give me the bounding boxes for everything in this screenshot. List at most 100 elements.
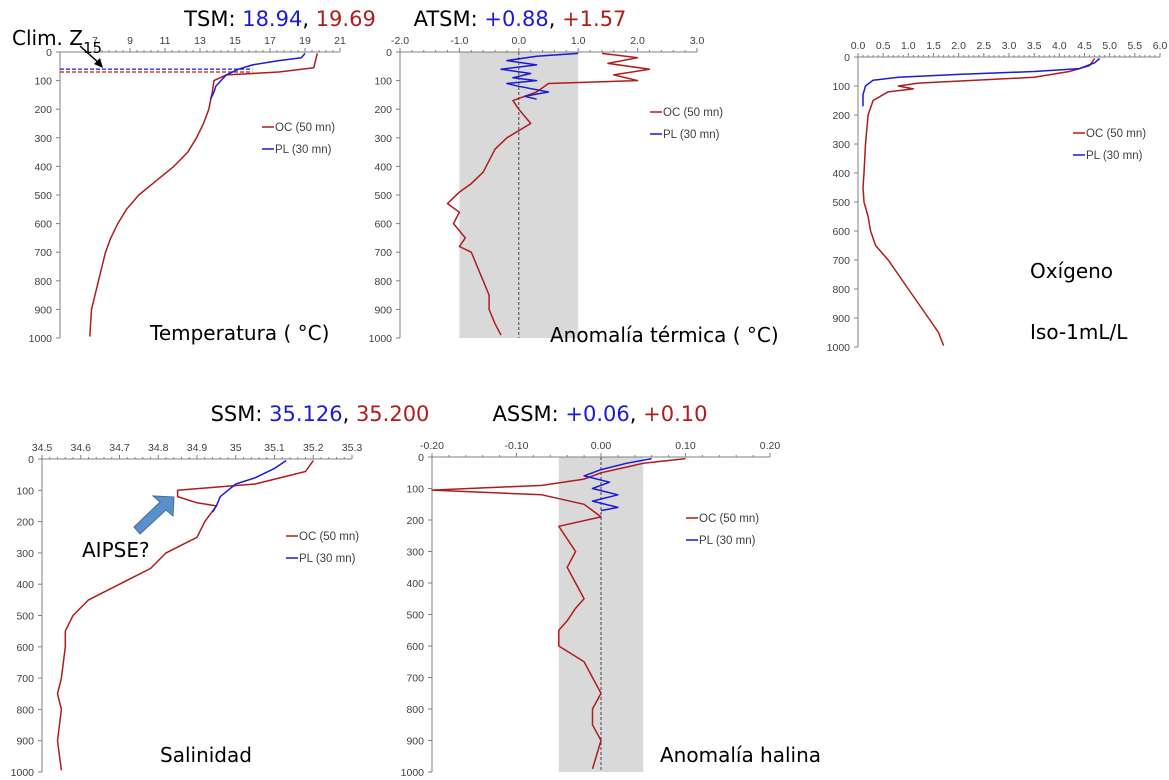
series-oc (446, 52, 651, 336)
x-tick-label: 2.5 (977, 40, 992, 52)
title-part: +0.10 (643, 402, 707, 426)
y-tick-label: 100 (16, 485, 34, 497)
title-part: +0.88 (484, 7, 548, 31)
x-tick-label: 34.5 (32, 442, 53, 454)
x-tick-label: 9 (127, 35, 133, 47)
x-tick-label: 1.5 (926, 40, 941, 52)
y-tick-label: 400 (832, 168, 850, 180)
x-tick-label: 2.0 (630, 35, 645, 47)
y-tick-label: 200 (374, 104, 392, 116)
x-tick-label: 3.5 (1027, 40, 1042, 52)
x-tick-label: 1.0 (901, 40, 916, 52)
y-tick-label: 400 (374, 161, 392, 173)
panel-anomalia_halina: -0.20 -0.10 0.00 0.10 0.20 0 100 200 300 400 500 60… (401, 402, 821, 779)
x-tick-label: 17 (264, 35, 276, 47)
x-tick-label: 11 (160, 35, 171, 47)
y-tick-label: 600 (832, 226, 850, 238)
y-tick-label: 0 (46, 47, 52, 59)
y-tick-label: 400 (16, 579, 34, 591)
y-tick-label: 700 (406, 673, 424, 685)
x-tick-label: 1.0 (571, 35, 586, 47)
x-tick-label: 5.0 (1102, 40, 1117, 52)
x-tick-label: 0.10 (675, 440, 696, 452)
x-tick-label: 3.0 (690, 35, 705, 47)
legend-label-pl: PL (30 mn) (299, 553, 356, 565)
y-tick-label: 900 (16, 736, 34, 748)
panel-label: Salinidad (160, 743, 252, 767)
x-tick-label: 34.9 (187, 442, 208, 454)
x-tick-label: -2.0 (391, 35, 409, 47)
x-tick-label: 3.0 (1002, 40, 1017, 52)
title-part: ASSM: (493, 402, 566, 426)
panel-label: Temperatura ( °C) (149, 321, 329, 345)
y-tick-label: 0 (418, 452, 424, 464)
y-tick-label: 200 (34, 104, 52, 116)
y-tick-label: 100 (34, 76, 52, 88)
y-tick-label: 700 (34, 247, 52, 259)
title-part: 35.200 (356, 402, 429, 426)
series-oc (431, 457, 686, 770)
y-tick-label: 0 (386, 47, 392, 59)
y-tick-label: 800 (832, 284, 850, 296)
title-part: , (343, 402, 356, 426)
y-tick-label: 100 (832, 81, 850, 93)
panel-temperatura: 7 9 11 13 15 17 19 21 0 100 200 300 400 500 600 700 800 9… (29, 7, 376, 345)
x-tick-label: -0.10 (505, 440, 529, 452)
y-tick-label: 700 (832, 255, 850, 267)
y-tick-label: 600 (16, 642, 34, 654)
legend-label-oc: OC (50 mn) (1086, 128, 1146, 140)
panel-salinidad: 34.5 34.6 34.7 34.8 34.9 35 35.1 35.2 35.3 0 100 20… (11, 402, 430, 779)
series-pl (862, 57, 1101, 107)
y-tick-label: 1000 (369, 333, 393, 345)
panel-anomalia_termica: -2.0 -1.0 0.0 1.0 2.0 3.0 0 100 200 300 400 500 600 7… (369, 7, 779, 347)
y-tick-label: 900 (406, 736, 424, 748)
title-part: 35.126 (269, 402, 342, 426)
title-part: +0.06 (565, 402, 629, 426)
y-tick-label: 500 (16, 611, 34, 623)
y-tick-label: 200 (832, 110, 850, 122)
x-tick-label: 0.5 (876, 40, 891, 52)
y-tick-label: 600 (406, 641, 424, 653)
y-tick-label: 300 (16, 548, 34, 560)
panel-label-2: Iso-1mL/L (1030, 320, 1128, 344)
y-tick-label: 300 (406, 547, 424, 559)
x-tick-label: 35.1 (264, 442, 285, 454)
y-tick-label: 700 (16, 673, 34, 685)
panel-title: SSM: 35.126, 35.200 (211, 402, 430, 426)
y-tick-label: 500 (374, 190, 392, 202)
clim-arrow (79, 45, 101, 65)
y-tick-label: 1000 (11, 767, 35, 779)
title-part: SSM: (211, 402, 270, 426)
series-oc (862, 58, 1096, 346)
x-tick-label: 7 (92, 35, 98, 47)
y-tick-label: 600 (34, 219, 52, 231)
legend-label-pl: PL (30 mn) (699, 535, 756, 547)
x-tick-label: 6.0 (1153, 40, 1168, 52)
y-tick-label: 800 (406, 704, 424, 716)
x-tick-label: 35.2 (303, 442, 324, 454)
legend-label-oc: OC (50 mn) (699, 513, 759, 525)
aipse-annotation: AIPSE? (82, 538, 150, 562)
x-tick-label: 35.3 (342, 442, 363, 454)
clim-annotation-subscript: 15 (83, 39, 102, 57)
y-tick-label: 1000 (29, 333, 53, 345)
y-tick-label: 200 (16, 517, 34, 529)
x-tick-label: 4.5 (1077, 40, 1092, 52)
series-pl (209, 52, 306, 100)
y-tick-label: 1000 (827, 342, 851, 354)
series-oc (56, 460, 314, 771)
y-tick-label: 400 (34, 161, 52, 173)
title-part: , (630, 402, 643, 426)
x-tick-label: 0.00 (591, 440, 612, 452)
y-tick-label: 100 (374, 76, 392, 88)
x-tick-label: 34.6 (71, 442, 92, 454)
legend-label-oc: OC (50 mn) (275, 122, 335, 134)
panel-label: Oxígeno (1030, 259, 1113, 283)
title-part: TSM: (183, 7, 242, 31)
y-tick-label: 500 (832, 197, 850, 209)
y-tick-label: 400 (406, 578, 424, 590)
x-tick-label: 5.5 (1128, 40, 1143, 52)
series-pl (211, 459, 287, 513)
series-pl (500, 52, 579, 100)
